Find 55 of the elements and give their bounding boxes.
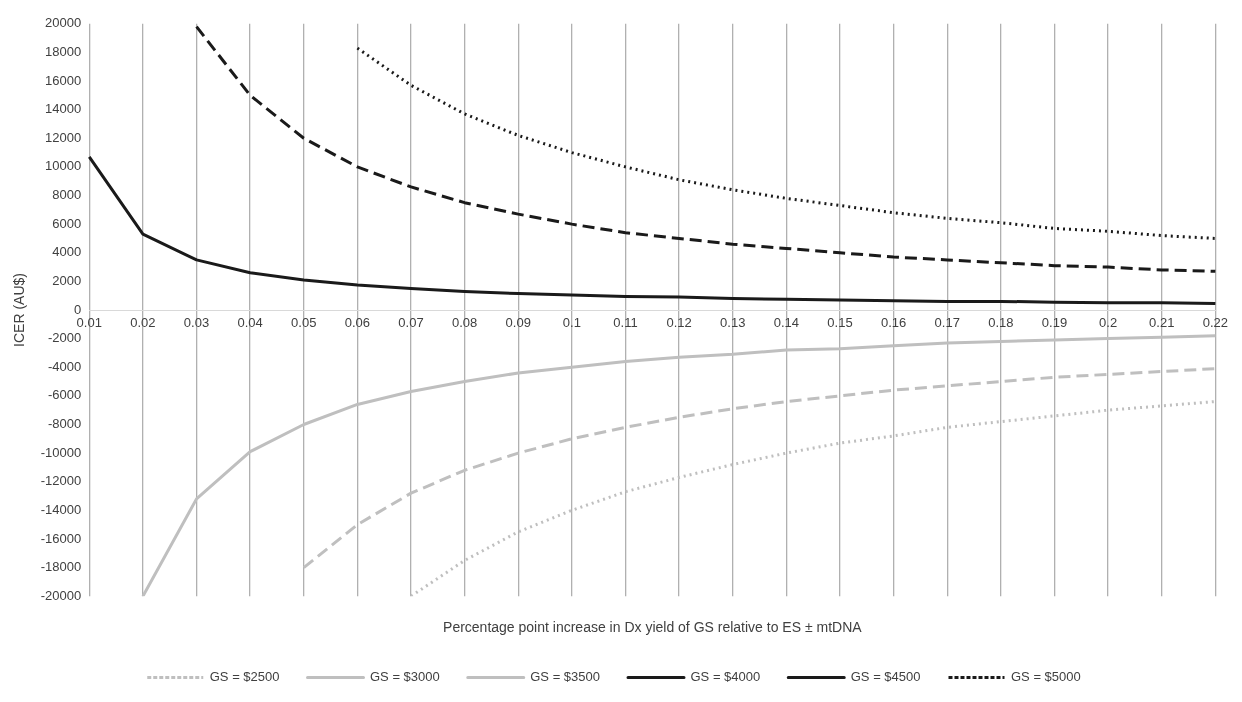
y-tick-label: 20000 [45, 15, 82, 31]
x-tick-label: 0.05 [291, 315, 317, 331]
x-tick-label: 0.09 [505, 315, 531, 331]
y-tick-label: -16000 [40, 530, 82, 546]
legend-label: GS = $4500 [850, 669, 921, 685]
y-tick-label: 2000 [52, 272, 82, 288]
x-tick-label: 0.01 [76, 315, 102, 331]
line-series [409, 400, 1217, 597]
y-tick-label: -12000 [40, 473, 82, 489]
y-tick-label: 4000 [52, 244, 82, 260]
y-tick-label: 14000 [45, 101, 82, 117]
x-tick-label: 0.06 [344, 315, 371, 331]
y-tick-label: 8000 [52, 187, 82, 203]
x-tick-label: 0.11 [613, 315, 638, 331]
x-tick-label: 0.18 [988, 315, 1014, 331]
y-tick-label: 12000 [45, 129, 82, 145]
x-tick-label: 0.22 [1202, 315, 1229, 331]
x-tick-label: 0.08 [451, 315, 478, 331]
y-tick-label: -14000 [40, 501, 82, 517]
x-tick-label: 0.21 [1149, 315, 1175, 331]
legend-label: GS = $3000 [370, 669, 440, 685]
x-tick-label: 0.17 [934, 315, 960, 331]
x-tick-label: 0.12 [666, 315, 692, 331]
y-tick-label: -6000 [48, 387, 82, 403]
y-tick-label: -10000 [40, 444, 82, 460]
legend-label: GS = $2500 [209, 669, 280, 685]
legend-label: GS = $4000 [690, 669, 761, 685]
y-tick-label: 6000 [52, 215, 82, 231]
y-tick-label: 16000 [45, 72, 82, 88]
y-tick-label: 18000 [45, 44, 82, 59]
y-tick-label: -20000 [40, 587, 82, 603]
x-tick-label: 0.16 [880, 315, 907, 331]
line-series [302, 367, 1217, 570]
y-tick-label: -2000 [48, 330, 82, 346]
y-tick-label: -4000 [48, 358, 82, 374]
legend-label: GS = $3500 [530, 669, 600, 685]
x-tick-label: 0.19 [1041, 315, 1068, 331]
y-tick-label: -18000 [40, 559, 82, 575]
line-series [195, 25, 1217, 273]
x-tick-label: 0.2 [1099, 315, 1118, 331]
y-axis-title: ICER (AU$) [11, 273, 28, 347]
x-axis-title: Percentage point increase in Dx yield of GS relative to ES ± mtDNA [443, 619, 863, 636]
y-tick-label: 10000 [45, 158, 82, 174]
legend-label: GS = $5000 [1011, 669, 1081, 685]
x-tick-label: 0.03 [183, 315, 210, 331]
x-tick-label: 0.14 [773, 315, 800, 331]
line-series [355, 46, 1217, 240]
x-tick-label: 0.02 [130, 315, 156, 331]
x-tick-label: 0.15 [827, 315, 853, 331]
x-tick-label: 0.04 [237, 315, 263, 331]
x-tick-label: 0.1 [562, 315, 581, 331]
y-tick-label: -8000 [48, 416, 82, 432]
x-tick-label: 0.13 [720, 315, 746, 331]
y-tick-label: 0 [74, 301, 82, 317]
x-tick-label: 0.07 [398, 315, 424, 331]
